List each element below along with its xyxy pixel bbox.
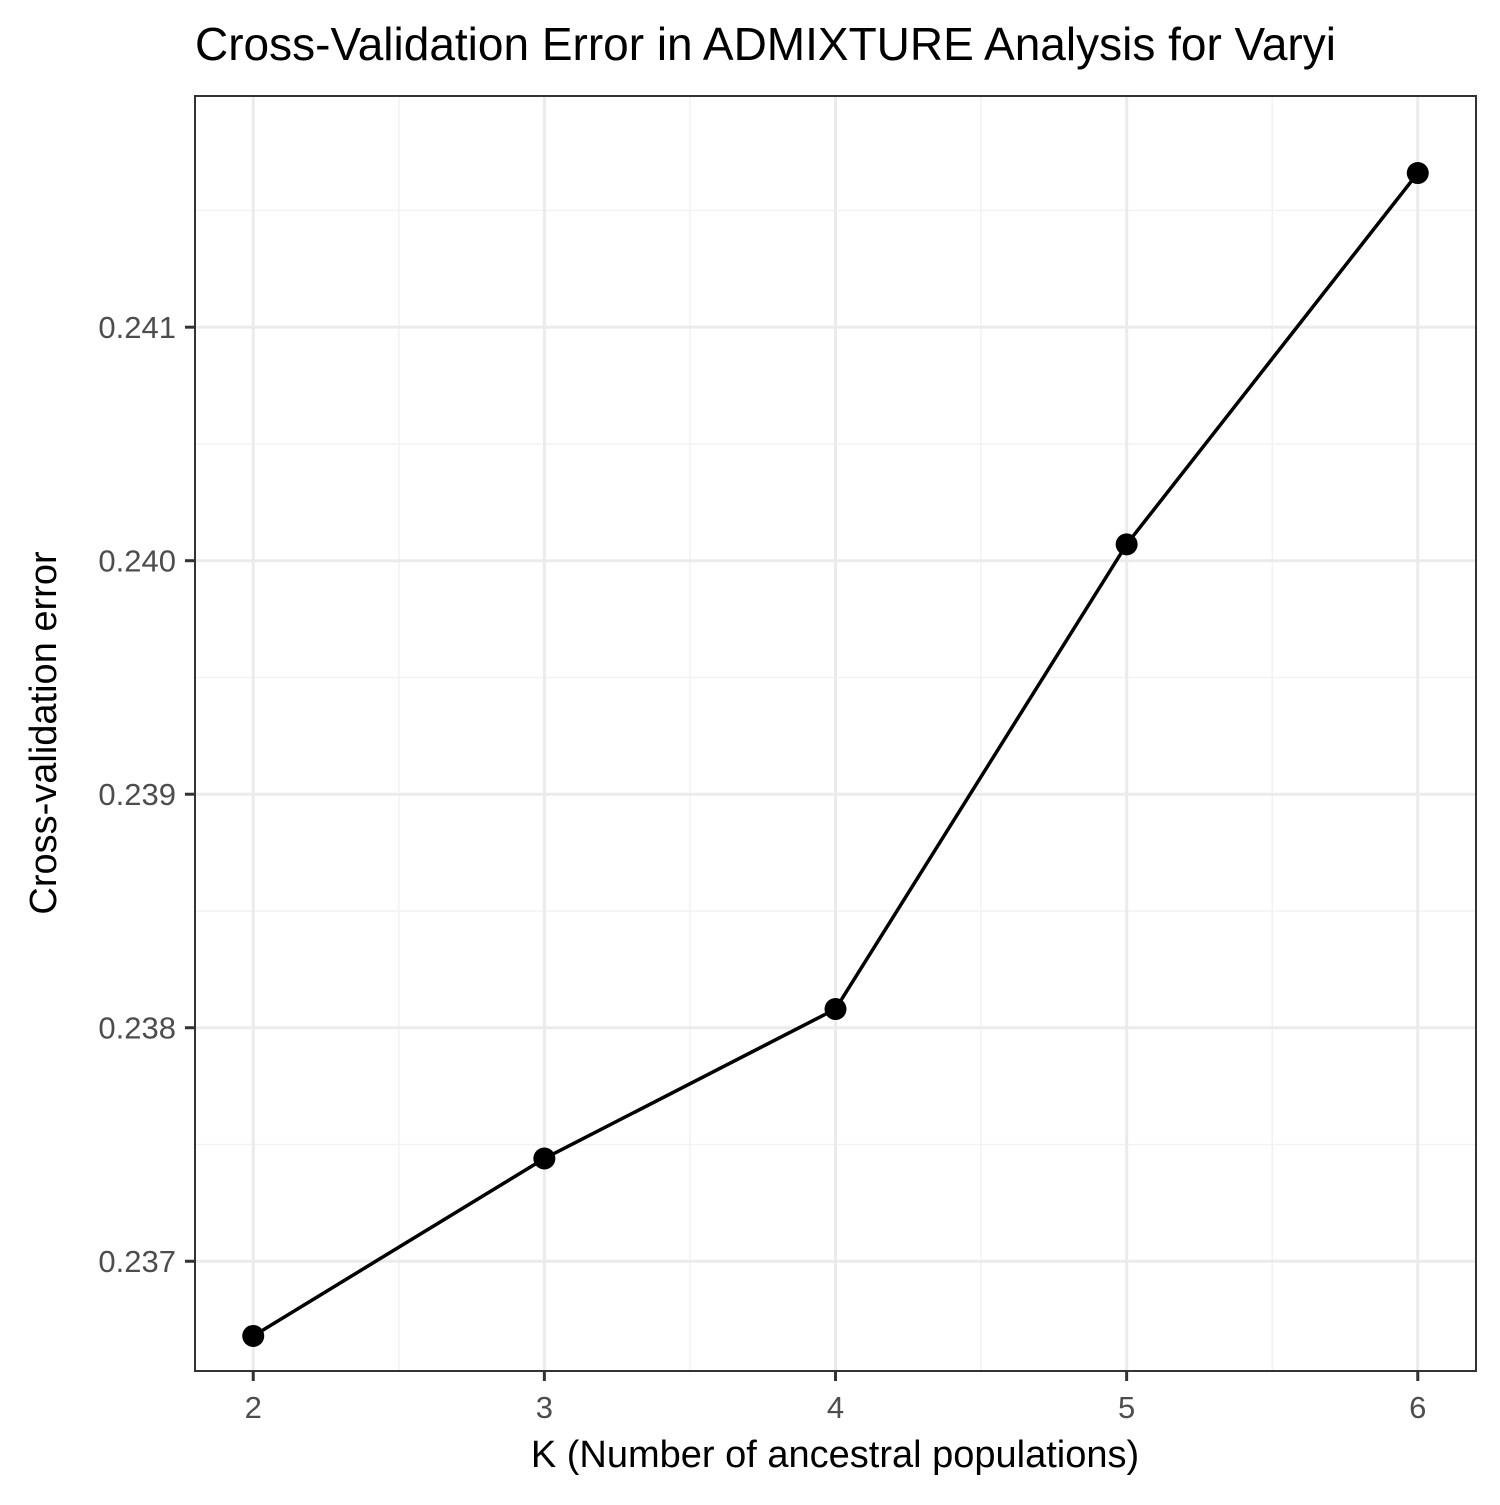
grid-lines [195,96,1476,1371]
x-tick-label: 3 [536,1390,553,1425]
y-tick-label: 0.240 [98,544,176,579]
x-tick-label: 5 [1118,1390,1135,1425]
x-axis: 2 3 4 5 6 [245,1371,1426,1425]
y-tick-label: 0.241 [98,310,176,345]
y-tick-label: 0.239 [98,777,176,812]
y-axis: 0.237 0.238 0.239 0.240 0.241 [98,310,195,1279]
data-point [1406,162,1429,185]
y-tick-label: 0.238 [98,1011,176,1046]
data-point [242,1324,265,1347]
data-point [824,998,847,1021]
data-point [1115,533,1138,556]
x-tick-label: 6 [1409,1390,1426,1425]
y-axis-title: Cross-validation error [23,551,65,915]
x-axis-title: K (Number of ancestral populations) [531,1434,1139,1476]
chart-title: Cross-Validation Error in ADMIXTURE Anal… [195,18,1336,70]
series-layer [242,162,1429,1347]
y-tick-label: 0.237 [98,1244,176,1279]
x-tick-label: 2 [245,1390,262,1425]
x-tick-label: 4 [827,1390,844,1425]
data-point [533,1147,556,1170]
